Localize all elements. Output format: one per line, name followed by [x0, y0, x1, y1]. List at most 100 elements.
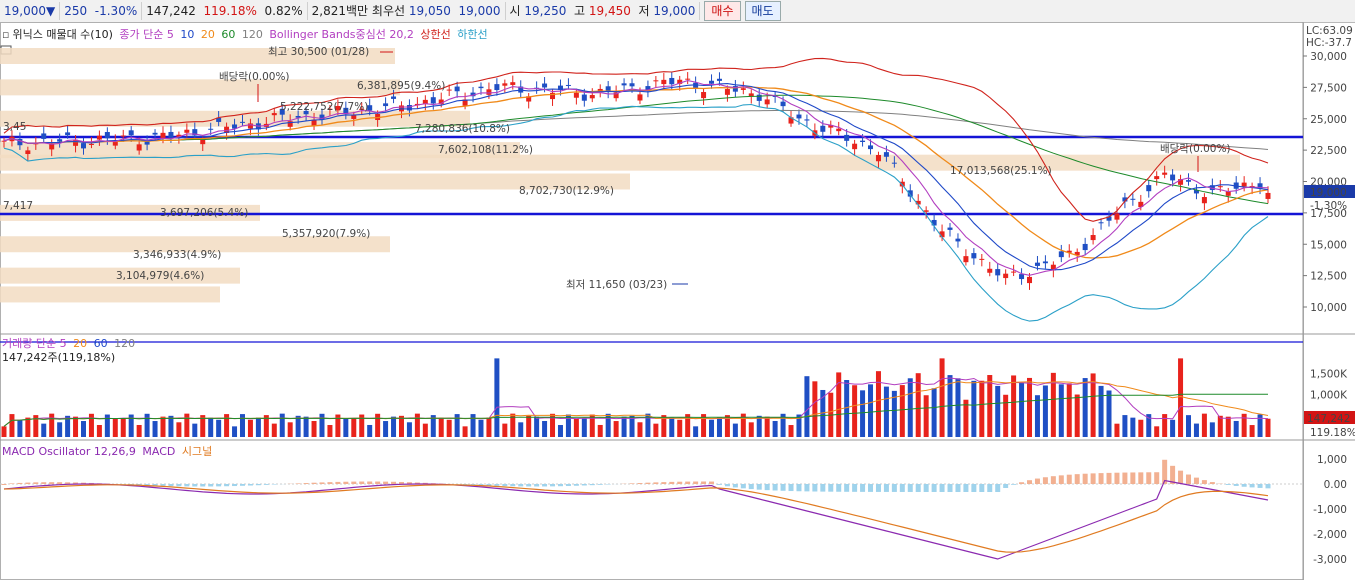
macd-oscillator-bar	[756, 484, 762, 490]
macd-oscillator-bar	[1106, 472, 1112, 484]
candle-body	[772, 95, 778, 97]
volume-bar	[1257, 414, 1263, 437]
volume-bar	[534, 416, 540, 437]
candle-body	[343, 107, 349, 115]
candle-body	[796, 114, 802, 119]
macd-oscillator-bar	[1186, 474, 1192, 484]
quote-bar: 19,000▼ 250 -1.30% 147,242 119.18% 0.82%…	[0, 0, 1355, 23]
ma20-line	[3, 86, 1269, 259]
volume-bar	[1186, 415, 1192, 437]
volume-bar	[860, 390, 866, 437]
volume-bar	[1241, 413, 1247, 437]
dividend-label: 배당락(0.00%)	[219, 71, 290, 83]
candle-body	[995, 269, 1001, 276]
macd-oscillator-bar	[494, 484, 500, 486]
stock-chart[interactable]: 30,00027,50025,00022,50020,00017,50015,0…	[0, 22, 1355, 580]
price-tick-label: 22,500	[1310, 145, 1347, 157]
candle-body	[740, 88, 746, 90]
candle-body	[597, 88, 603, 91]
current-price-box-label: 19,000	[1310, 187, 1347, 199]
candle-body	[1170, 174, 1176, 181]
macd-oscillator-bar	[1178, 470, 1184, 484]
profile-label: 7,417	[3, 200, 33, 212]
candle-body	[1042, 261, 1048, 264]
candle-body	[502, 83, 508, 86]
volume-bar	[1209, 422, 1215, 437]
candle-body	[581, 94, 587, 101]
ohl-values: 시 19,250 고 19,450 저 19,000	[506, 2, 701, 20]
candle-body	[192, 129, 198, 136]
volume-bar	[144, 413, 150, 437]
volume-bar	[788, 425, 794, 437]
candle-body	[1050, 264, 1056, 271]
macd-oscillator-bar	[637, 483, 643, 484]
macd-oscillator-bar	[17, 482, 23, 484]
buy-button[interactable]: 매수	[704, 1, 741, 21]
candle-body	[41, 133, 47, 139]
macd-oscillator-bar	[883, 484, 889, 492]
candle-body	[979, 258, 985, 260]
candle-body	[661, 79, 667, 85]
volume-bar	[701, 414, 707, 437]
dividend-label: 배당락(0.00%)	[1160, 143, 1231, 155]
candle-body	[764, 99, 770, 105]
macd-oscillator-bar	[247, 484, 253, 486]
candle-body	[1027, 276, 1033, 284]
volume-bar	[494, 358, 500, 437]
legend-bb-lower: 하한선	[457, 28, 488, 41]
candle-body	[629, 83, 635, 87]
candle-body	[645, 86, 651, 92]
volume-bar	[1042, 385, 1048, 437]
volume-ma60-line	[3, 393, 1269, 427]
macd-oscillator-bar	[49, 482, 55, 484]
macd-oscillator-bar	[820, 484, 826, 492]
profile-label: 5,222,752(7.7%)	[280, 101, 368, 113]
volume-bar	[613, 421, 619, 437]
current-volume-pct-label: 119.18%	[1310, 427, 1355, 439]
volume-bar	[852, 385, 858, 437]
macd-tick-label: -3,000	[1313, 554, 1347, 566]
volume-bar	[335, 414, 341, 437]
macd-oscillator-bar	[557, 484, 563, 487]
volume-bar	[820, 389, 826, 437]
macd-oscillator-bar	[812, 484, 818, 492]
volume-bar	[406, 422, 412, 437]
macd-oscillator-bar	[804, 484, 810, 492]
candle-body	[589, 95, 595, 99]
volume-bar	[1122, 415, 1128, 437]
volume-bar	[351, 418, 357, 437]
volume-bar	[49, 413, 55, 437]
volume-bar	[430, 415, 436, 437]
profile-label: 3,697,206(5.4%)	[160, 207, 248, 219]
candle-body	[907, 190, 913, 197]
candle-body	[939, 231, 945, 238]
volume-bar	[621, 416, 627, 437]
candle-body	[780, 101, 786, 107]
volume-bar	[756, 415, 762, 437]
legend-ma20: 20	[200, 28, 215, 41]
candle-body	[446, 89, 452, 91]
candle-body	[820, 125, 826, 132]
volume-profile-bar	[0, 154, 1240, 171]
macd-oscillator-bar	[470, 484, 476, 485]
price-tick-label: 25,000	[1310, 114, 1347, 126]
volume-bar	[812, 381, 818, 437]
legend-bb: Bollinger Bands중심선 20,2	[269, 28, 414, 41]
volume-bar	[391, 416, 397, 437]
volume-bar	[208, 417, 214, 437]
candle-body	[287, 121, 293, 127]
candle-body	[462, 99, 468, 106]
macd-oscillator-bar	[701, 481, 707, 484]
candle-body	[128, 130, 134, 136]
low-marker-label: 최저 11,650 (03/23)	[566, 279, 667, 291]
macd-oscillator-bar	[1193, 477, 1199, 484]
candle-body	[518, 86, 524, 93]
candle-body	[1201, 197, 1207, 204]
bb-lower-line	[3, 103, 1269, 322]
volume-bar	[359, 414, 365, 437]
volume-bar	[693, 426, 699, 437]
sell-button[interactable]: 매도	[744, 1, 781, 21]
volume-bar	[939, 358, 945, 437]
candle-body	[160, 132, 166, 139]
down-arrow-icon: ▼	[46, 4, 56, 18]
